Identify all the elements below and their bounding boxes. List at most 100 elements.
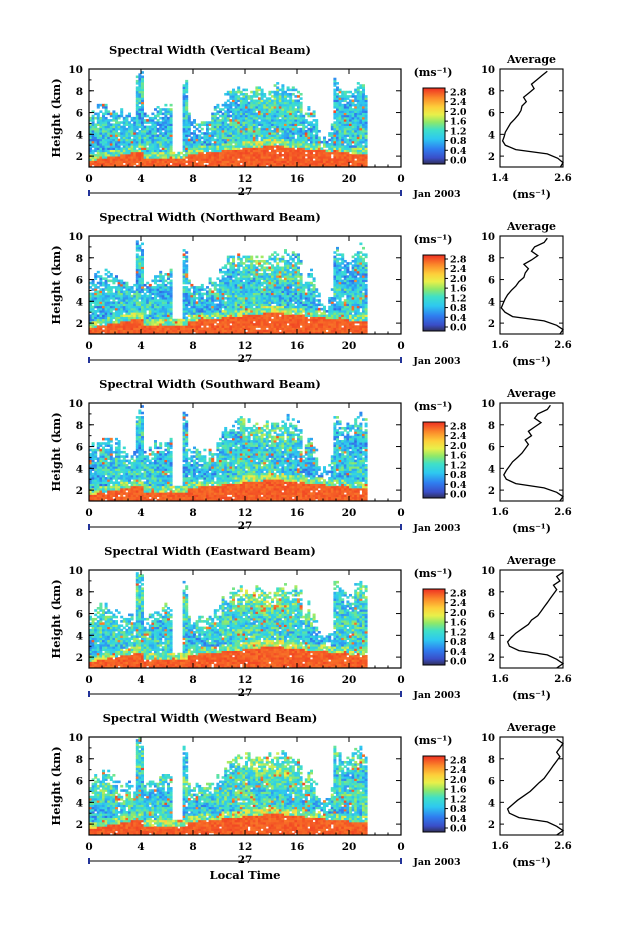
heatmap-cell [346, 95, 350, 98]
heatmap-cell [148, 119, 152, 122]
heatmap-cell [234, 143, 238, 146]
heatmap-cell [112, 134, 116, 137]
heatmap-cell [239, 151, 243, 155]
heatmap-cell [229, 151, 233, 155]
heatmap-cell [193, 164, 196, 168]
heatmap-cell [125, 134, 129, 137]
date-label: Jan 2003 [412, 189, 460, 200]
heatmap-cell [130, 158, 134, 161]
heatmap-cell [219, 153, 222, 157]
heatmap-cell [159, 270, 163, 274]
heatmap-cell [268, 99, 272, 103]
heatmap-cell [224, 164, 228, 168]
heatmap-cell [138, 95, 142, 98]
heatmap-cell [260, 147, 264, 150]
heatmap-cell [182, 84, 186, 87]
heatmap-cell [219, 143, 222, 146]
heatmap-cell [265, 134, 269, 137]
heatmap-cell [258, 164, 261, 168]
heatmap-cell [268, 125, 272, 129]
heatmap-cell [278, 257, 282, 261]
heatmap-cell [96, 149, 100, 153]
heatmap-cell [245, 138, 248, 142]
heatmap-cell [156, 136, 160, 140]
heatmap-cell [141, 75, 144, 79]
heatmap-cell [109, 125, 113, 129]
heatmap-cell [180, 318, 183, 322]
heatmap-cell [276, 103, 280, 107]
heatmap-cell [185, 97, 189, 100]
heatmap-cell [224, 138, 228, 142]
heatmap-cell [263, 286, 267, 289]
heatmap-cell [258, 143, 261, 146]
heatmap-cell [206, 136, 209, 140]
heatmap-cell [260, 123, 264, 127]
heatmap-cell [349, 99, 352, 103]
heatmap-cell [224, 301, 228, 304]
heatmap-cell [206, 127, 209, 131]
heatmap-cell [143, 114, 147, 118]
heatmap-cell [164, 108, 168, 111]
heatmap-cell [182, 86, 186, 89]
heatmap-cell [190, 283, 194, 287]
heatmap-cell [271, 156, 274, 159]
heatmap-cell [193, 153, 196, 157]
heatmap-cell [182, 110, 186, 113]
heatmap-cell [271, 99, 274, 103]
heatmap-cell [107, 149, 111, 153]
heatmap-cell [172, 318, 176, 322]
heatmap-cell [268, 132, 272, 135]
x-tick-label: 8 [189, 173, 196, 185]
heatmap-cell [177, 162, 181, 166]
heatmap-cell [187, 149, 191, 153]
heatmap-cell [260, 151, 264, 155]
heatmap-cell [195, 301, 199, 304]
heatmap-cell [356, 86, 360, 89]
profile-y-tick-label: 6 [488, 109, 495, 120]
heatmap-cell [161, 275, 165, 278]
heatmap-cell [177, 151, 181, 155]
heatmap-cell [265, 138, 269, 142]
heatmap-cell [122, 151, 126, 155]
heatmap-cell [117, 156, 121, 159]
heatmap-cell [260, 264, 264, 267]
heatmap-cell [104, 140, 108, 144]
heatmap-cell [164, 279, 168, 283]
heatmap-cell [182, 138, 186, 142]
heatmap-cell [112, 153, 116, 157]
heatmap-cell [193, 158, 196, 161]
heatmap-cell [226, 145, 230, 148]
heatmap-cell [232, 136, 235, 140]
heatmap-cell [112, 129, 116, 133]
heatmap-cell [190, 136, 194, 140]
heatmap-cell [252, 307, 256, 311]
heatmap-cell [273, 134, 277, 137]
heatmap-cell [258, 112, 261, 116]
heatmap-cell [146, 140, 150, 144]
heatmap-cell [96, 132, 100, 135]
heatmap-cell [250, 160, 254, 164]
heatmap-cell [156, 160, 160, 164]
heatmap-cell [206, 327, 209, 331]
heatmap-cell [232, 134, 235, 137]
heatmap-cell [200, 123, 204, 127]
heatmap-cell [247, 110, 251, 113]
heatmap-cell [138, 99, 142, 103]
heatmap-cell [232, 132, 235, 135]
heatmap-cell [245, 110, 248, 113]
heatmap-cell [234, 108, 238, 111]
heatmap-cell [260, 97, 264, 100]
heatmap-cell [276, 125, 280, 129]
profile-y-tick-label: 10 [481, 65, 495, 76]
heatmap-cell [125, 156, 129, 159]
heatmap-cell [213, 145, 217, 148]
heatmap-cell [276, 149, 280, 153]
heatmap-cell [320, 147, 324, 150]
heatmap-cell [258, 127, 261, 131]
heatmap-cell [237, 88, 241, 92]
heatmap-cell [239, 99, 243, 103]
heatmap-cell [247, 103, 251, 107]
heatmap-cell [104, 138, 108, 142]
heatmap-cell [161, 147, 165, 150]
heatmap-cell [255, 151, 259, 155]
